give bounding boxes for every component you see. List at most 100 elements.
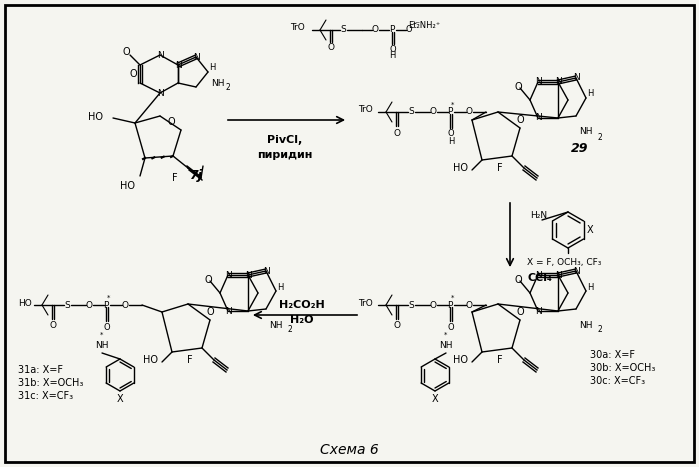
Text: N: N bbox=[263, 267, 269, 276]
Text: F: F bbox=[172, 173, 178, 183]
Text: Схема 6: Схема 6 bbox=[319, 443, 378, 457]
Text: O: O bbox=[129, 69, 137, 79]
Text: S: S bbox=[340, 26, 346, 35]
Text: H: H bbox=[587, 283, 593, 291]
Text: 2: 2 bbox=[598, 325, 603, 334]
Text: O: O bbox=[328, 43, 335, 52]
Text: 29: 29 bbox=[571, 142, 589, 155]
Text: 30c: X=CF₃: 30c: X=CF₃ bbox=[590, 376, 645, 386]
Text: H: H bbox=[209, 64, 215, 72]
Text: O: O bbox=[122, 47, 130, 57]
Text: Et₂NH₂⁺: Et₂NH₂⁺ bbox=[408, 21, 440, 29]
Text: O: O bbox=[429, 300, 436, 310]
Text: N: N bbox=[224, 306, 231, 316]
Text: N: N bbox=[535, 270, 541, 280]
Text: ⁻: ⁻ bbox=[415, 20, 419, 30]
Text: 30a: X=F: 30a: X=F bbox=[590, 350, 635, 360]
Text: TrO: TrO bbox=[290, 23, 305, 33]
Text: O: O bbox=[516, 307, 524, 317]
Text: 31c: X=CF₃: 31c: X=CF₃ bbox=[18, 391, 73, 401]
Text: H: H bbox=[587, 90, 593, 99]
Text: N: N bbox=[157, 89, 164, 98]
Text: N: N bbox=[572, 73, 579, 83]
Text: O: O bbox=[103, 323, 110, 332]
Text: X: X bbox=[432, 394, 438, 404]
Text: TrO: TrO bbox=[358, 298, 373, 307]
Text: O: O bbox=[204, 275, 212, 285]
Text: 31b: X=OCH₃: 31b: X=OCH₃ bbox=[18, 378, 83, 388]
Text: O: O bbox=[466, 107, 473, 116]
Text: S: S bbox=[408, 300, 414, 310]
Text: O: O bbox=[466, 300, 473, 310]
Text: TrO: TrO bbox=[358, 106, 373, 114]
Text: 30b: X=OCH₃: 30b: X=OCH₃ bbox=[590, 363, 656, 373]
Text: NH: NH bbox=[211, 78, 225, 87]
Text: HO: HO bbox=[120, 181, 135, 191]
Text: P: P bbox=[447, 300, 453, 310]
Text: H₂CO₂H: H₂CO₂H bbox=[279, 300, 325, 310]
Text: O: O bbox=[389, 45, 396, 55]
Text: S: S bbox=[408, 107, 414, 116]
Text: O: O bbox=[516, 115, 524, 125]
Text: 2: 2 bbox=[287, 325, 292, 334]
Text: O: O bbox=[405, 26, 412, 35]
Text: HO: HO bbox=[452, 163, 468, 173]
Text: O: O bbox=[85, 300, 92, 310]
Text: 2: 2 bbox=[598, 133, 603, 142]
Text: O: O bbox=[447, 323, 454, 332]
Text: N: N bbox=[193, 52, 199, 62]
Text: O: O bbox=[514, 82, 522, 92]
Text: N: N bbox=[175, 61, 181, 70]
Text: O: O bbox=[50, 321, 57, 331]
Text: X = F, OCH₃, CF₃: X = F, OCH₃, CF₃ bbox=[527, 257, 601, 267]
Text: P: P bbox=[389, 26, 395, 35]
Text: NH: NH bbox=[269, 320, 283, 330]
Text: F: F bbox=[187, 355, 193, 365]
Text: HO: HO bbox=[452, 355, 468, 365]
Text: N: N bbox=[535, 306, 541, 316]
Text: O: O bbox=[371, 26, 378, 35]
Text: N: N bbox=[535, 113, 541, 122]
Text: H₂O: H₂O bbox=[290, 315, 314, 325]
Text: X: X bbox=[117, 394, 123, 404]
Text: F: F bbox=[497, 163, 503, 173]
Text: O: O bbox=[394, 128, 401, 137]
Text: O: O bbox=[429, 107, 436, 116]
Text: H₂N: H₂N bbox=[530, 211, 547, 219]
Text: *: * bbox=[452, 295, 454, 301]
Text: HO: HO bbox=[88, 112, 103, 122]
Text: O: O bbox=[167, 117, 175, 127]
Text: P: P bbox=[447, 107, 453, 116]
Text: O: O bbox=[122, 300, 129, 310]
Text: HO: HO bbox=[143, 355, 157, 365]
Text: NH: NH bbox=[95, 340, 109, 349]
Text: O: O bbox=[447, 129, 454, 139]
Text: PivCl,: PivCl, bbox=[268, 135, 303, 145]
Text: *: * bbox=[108, 295, 110, 301]
Text: NH: NH bbox=[579, 320, 593, 330]
Text: пиридин: пиридин bbox=[257, 150, 312, 160]
Text: N: N bbox=[554, 270, 561, 280]
Text: N: N bbox=[245, 270, 252, 280]
Text: S: S bbox=[64, 300, 70, 310]
Text: X: X bbox=[586, 225, 593, 235]
Text: NH: NH bbox=[439, 340, 453, 349]
Text: NH: NH bbox=[579, 127, 593, 136]
Text: *: * bbox=[101, 332, 103, 338]
Text: O: O bbox=[514, 275, 522, 285]
Text: *: * bbox=[452, 102, 454, 108]
Text: H: H bbox=[277, 283, 283, 291]
Text: F: F bbox=[497, 355, 503, 365]
Text: 31a: X=F: 31a: X=F bbox=[18, 365, 63, 375]
Text: H: H bbox=[448, 137, 454, 147]
Text: H: H bbox=[389, 51, 395, 61]
Text: *: * bbox=[445, 332, 447, 338]
Text: O: O bbox=[394, 321, 401, 331]
Text: CCl₄: CCl₄ bbox=[527, 273, 552, 283]
Text: P: P bbox=[103, 300, 108, 310]
Text: 7j: 7j bbox=[189, 169, 203, 182]
Text: N: N bbox=[535, 78, 541, 86]
Text: HO: HO bbox=[18, 298, 31, 307]
Text: N: N bbox=[554, 78, 561, 86]
Text: 2: 2 bbox=[226, 84, 231, 92]
